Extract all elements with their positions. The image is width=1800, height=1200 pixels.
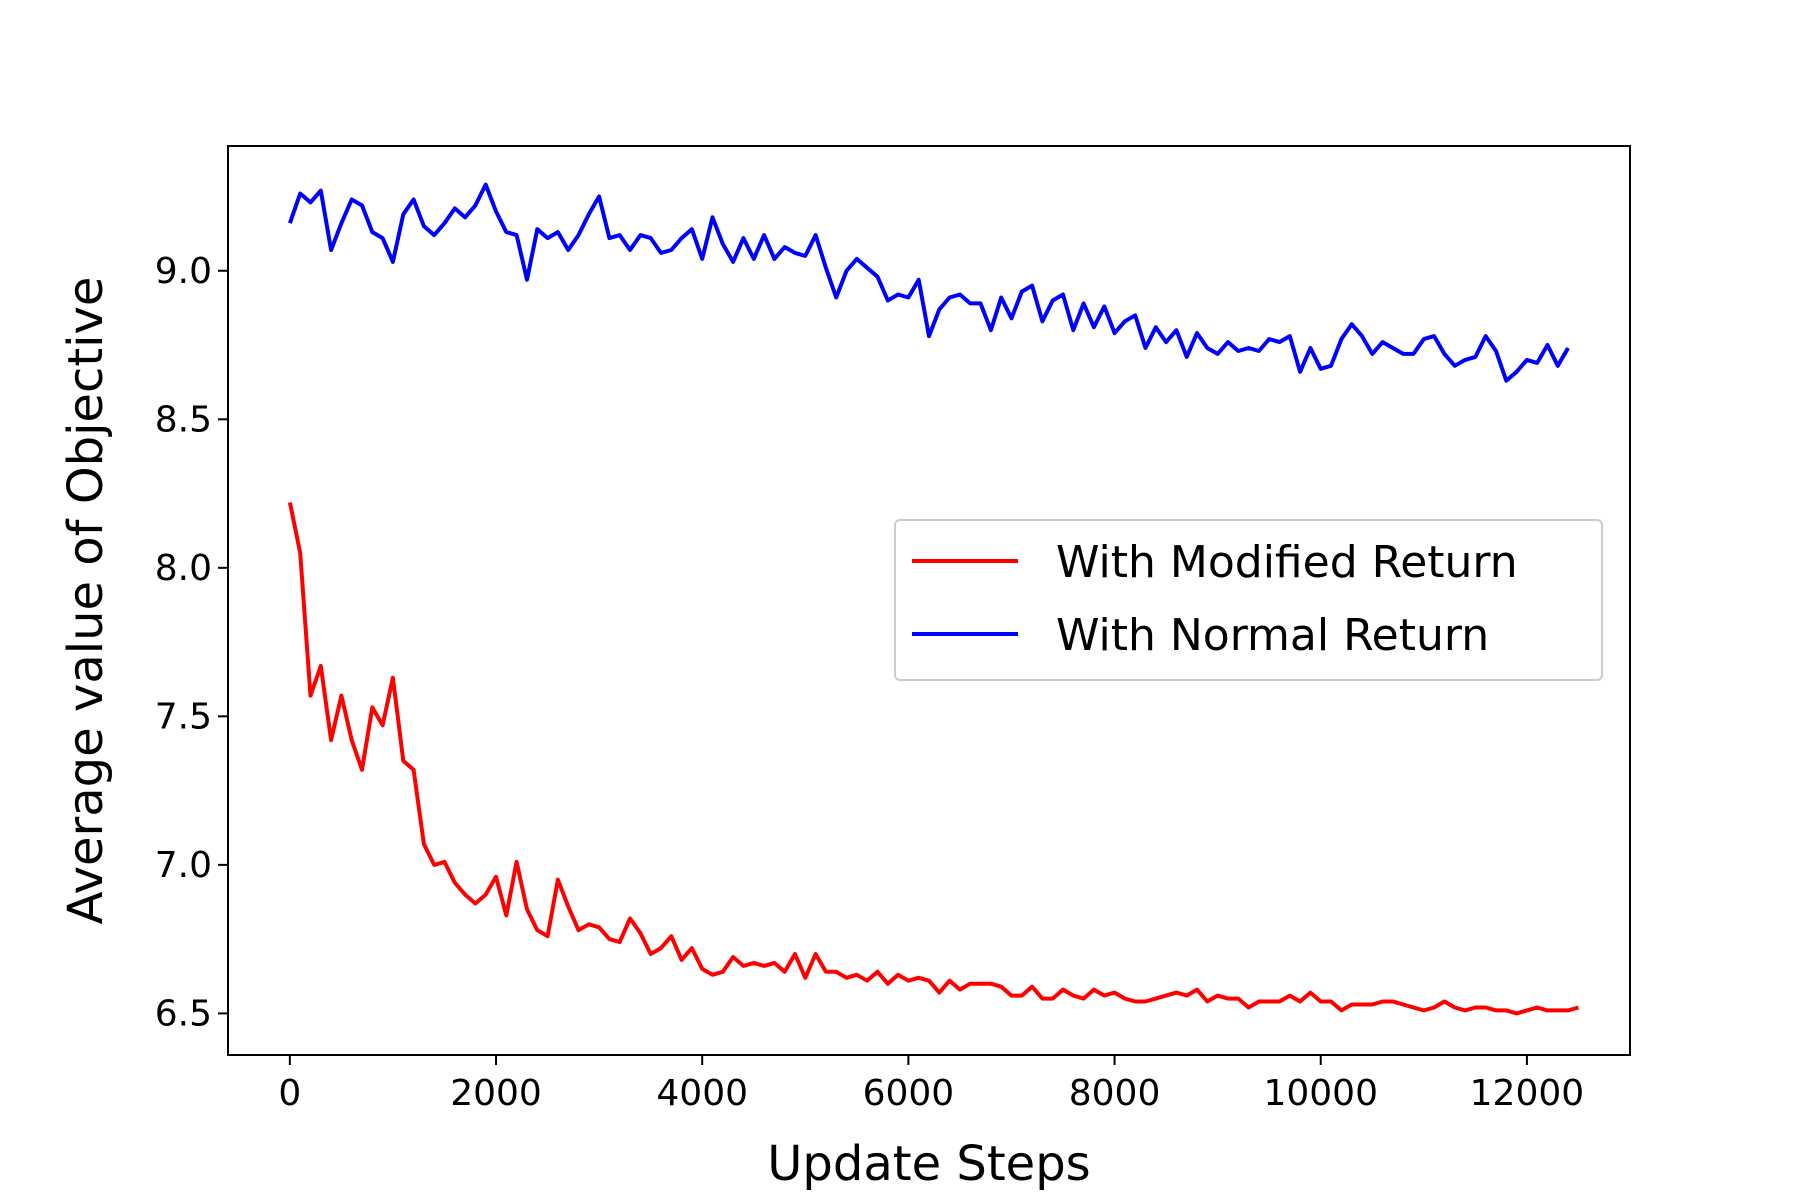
y-tick-label: 9.0 <box>155 251 212 292</box>
x-tick-label: 4000 <box>656 1073 748 1114</box>
y-tick-label: 7.5 <box>155 696 212 737</box>
x-tick-label: 12000 <box>1470 1073 1585 1114</box>
x-tick-label: 6000 <box>863 1073 955 1114</box>
legend-label-modified-return: With Modified Return <box>1056 537 1518 588</box>
x-tick-label: 10000 <box>1263 1073 1378 1114</box>
x-tick-label: 0 <box>278 1073 301 1114</box>
legend: With Modified Return With Normal Return <box>894 519 1603 681</box>
y-axis-label: Average value of Objective <box>58 277 114 925</box>
x-tick-label: 8000 <box>1069 1073 1161 1114</box>
y-tick-label: 7.0 <box>155 845 212 886</box>
x-axis-label: Update Steps <box>767 1136 1090 1192</box>
plot-area <box>287 182 1580 1016</box>
y-tick-label: 8.5 <box>155 399 212 440</box>
legend-label-normal-return: With Normal Return <box>1056 610 1489 661</box>
axis-ticks: 0 2000 4000 6000 8000 10000 12000 6.5 7.0 7.5 8.0 8… <box>155 251 1584 1114</box>
series-line-normal-return <box>288 182 1570 383</box>
legend-box <box>894 519 1603 681</box>
axes-frame <box>227 145 1631 1056</box>
y-tick-label: 6.5 <box>155 993 212 1034</box>
series-line-modified-return <box>287 502 1580 1016</box>
x-tick-label: 2000 <box>450 1073 542 1114</box>
y-tick-label: 8.0 <box>155 548 212 589</box>
